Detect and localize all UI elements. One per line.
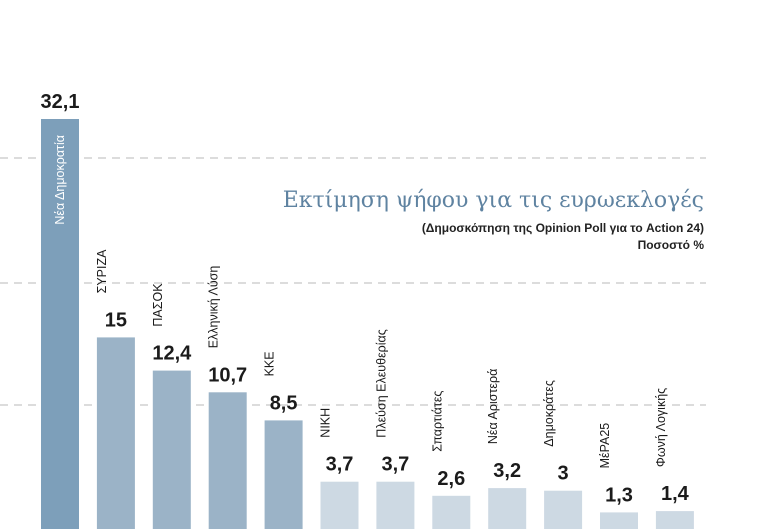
bar-8 <box>488 488 527 529</box>
category-label-9: Δημοκράτες <box>542 380 556 447</box>
bar-11 <box>655 511 694 529</box>
bar-7 <box>432 495 471 529</box>
bar-9 <box>544 490 583 529</box>
unit-label: Ποσοστό % <box>638 238 705 252</box>
bar-4 <box>264 420 303 529</box>
value-label-3: 10,7 <box>208 364 247 386</box>
value-label-2: 12,4 <box>152 343 192 365</box>
category-label-1: ΣΥΡΙΖΑ <box>95 249 109 294</box>
value-label-8: 3,2 <box>493 460 521 482</box>
bar-2 <box>152 370 191 529</box>
category-label-6: Πλεύση Ελευθερίας <box>374 329 388 437</box>
category-label-4: ΚΚΕ <box>263 351 277 376</box>
category-label-11: Φωνή Λογικής <box>654 388 668 467</box>
bar-0 <box>41 119 79 529</box>
bar-5 <box>320 481 359 529</box>
chart-title: Εκτίμηση ψήφου για τις ευρωεκλογές <box>283 188 704 213</box>
category-label-0: Νέα Δημοκρατία <box>53 135 67 225</box>
category-label-7: Σπαρτιάτες <box>430 391 444 452</box>
value-label-1: 15 <box>105 309 127 331</box>
category-label-10: ΜέΡΑ25 <box>598 423 612 469</box>
bars <box>41 119 694 529</box>
category-label-2: ΠΑΣΟΚ <box>151 283 165 327</box>
category-label-8: Νέα Αριστερά <box>486 369 500 444</box>
value-label-0: 32,1 <box>41 91 80 113</box>
bar-1 <box>96 337 135 529</box>
value-label-6: 3,7 <box>381 454 409 476</box>
value-label-11: 1,4 <box>661 483 690 505</box>
bar-6 <box>376 481 415 529</box>
value-label-9: 3 <box>558 463 569 485</box>
bar-10 <box>600 512 638 529</box>
chart-subtitle: (Δημοσκόπηση της Opinion Poll για το Act… <box>422 221 704 235</box>
value-label-5: 3,7 <box>326 454 354 476</box>
bar-3 <box>208 392 247 529</box>
value-label-4: 8,5 <box>270 392 298 414</box>
value-label-10: 1,3 <box>605 484 633 506</box>
value-label-7: 2,6 <box>437 468 465 490</box>
category-label-3: Ελληνική Λύση <box>207 266 221 349</box>
category-label-5: ΝΙΚΗ <box>319 408 333 438</box>
labels: 32,1 Νέα Δημοκρατία 15 ΣΥΡΙΖΑ 12,4 ΠΑΣΟΚ 10,7 Ε… <box>41 91 690 506</box>
